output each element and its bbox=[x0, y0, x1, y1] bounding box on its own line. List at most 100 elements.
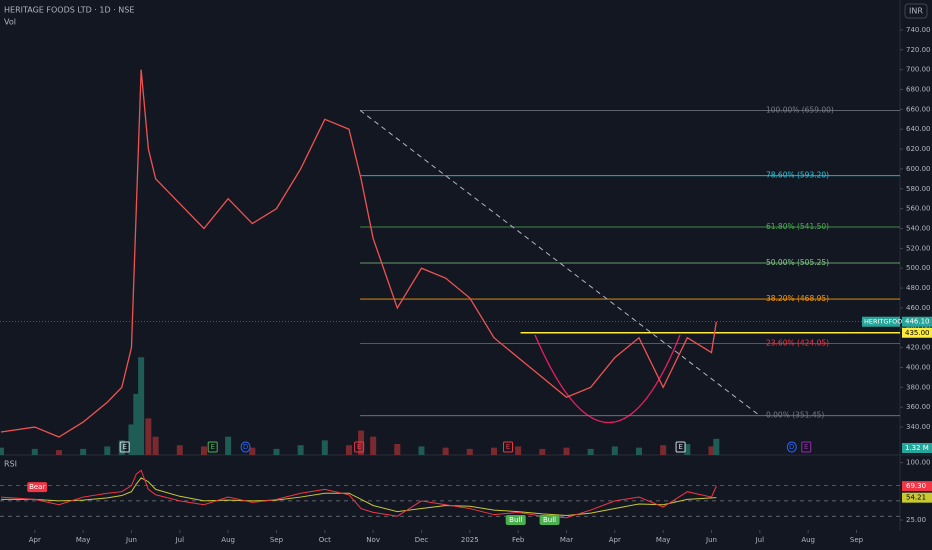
event-marker bbox=[354, 441, 365, 453]
volume-tag bbox=[902, 443, 932, 453]
resistance-label: 435.00 bbox=[905, 329, 930, 337]
y-tick-label: 520.00 bbox=[906, 244, 931, 252]
x-tick-label: Aug bbox=[801, 536, 815, 544]
volume-bar bbox=[118, 440, 125, 455]
volume-bar bbox=[635, 447, 642, 455]
y-tick-label: 500.00 bbox=[906, 264, 931, 272]
x-tick-label: Apr bbox=[609, 536, 621, 544]
volume-last-label: 1.32 M bbox=[905, 444, 929, 452]
y-tick-label: 480.00 bbox=[906, 284, 931, 292]
y-tick-label: 600.00 bbox=[906, 165, 931, 173]
volume-bar bbox=[490, 447, 497, 455]
x-tick-label: Jun bbox=[705, 536, 717, 544]
x-tick-label: Aug bbox=[221, 536, 235, 544]
signal-label: Bull bbox=[543, 516, 556, 524]
volume-bar bbox=[587, 448, 594, 455]
volume-bar bbox=[321, 440, 328, 455]
volume-bar bbox=[345, 445, 352, 455]
rsi-line bbox=[0, 469, 717, 519]
y-tick-label: 560.00 bbox=[906, 205, 931, 213]
event-label: D bbox=[789, 443, 794, 451]
trendline bbox=[359, 109, 761, 417]
signal-label: Bear bbox=[29, 483, 45, 491]
fib-label: 23.60% (424.05) bbox=[766, 339, 829, 348]
last-price-label: 446.10 bbox=[905, 318, 930, 326]
volume-label: Vol bbox=[4, 18, 16, 27]
symbol-label: HERITGFOOD bbox=[864, 318, 907, 326]
x-tick-label: 2025 bbox=[461, 536, 479, 544]
y-tick-label: 660.00 bbox=[906, 105, 931, 113]
signal-label: Bull bbox=[509, 516, 522, 524]
y-tick-label: 380.00 bbox=[906, 383, 931, 391]
event-label: E bbox=[678, 443, 682, 451]
rsi-ma-line bbox=[0, 477, 717, 516]
symbol-tag bbox=[862, 316, 900, 327]
x-tick-label: Oct bbox=[319, 536, 331, 544]
last-price-tag bbox=[902, 316, 932, 327]
volume-bar bbox=[515, 446, 522, 455]
fib-label: 78.60% (593.20) bbox=[766, 171, 829, 180]
fib-label: 50.00% (505.25) bbox=[766, 258, 829, 267]
y-tick-label: 420.00 bbox=[906, 344, 931, 352]
volume-bar bbox=[128, 424, 135, 455]
event-label: E bbox=[357, 443, 361, 451]
y-tick-label: 460.00 bbox=[906, 304, 931, 312]
resistance-tag bbox=[902, 327, 932, 338]
volume-bar bbox=[713, 438, 720, 455]
volume-bar bbox=[200, 446, 207, 455]
y-tick-label: 720.00 bbox=[906, 46, 931, 54]
signal-marker bbox=[505, 515, 526, 526]
volume-bar bbox=[225, 436, 232, 455]
volume-bar bbox=[660, 445, 667, 455]
volume-bar bbox=[466, 448, 473, 455]
y-tick-label: 540.00 bbox=[906, 225, 931, 233]
rsi-label: RSI bbox=[4, 460, 17, 469]
x-tick-label: Mar bbox=[560, 536, 573, 544]
event-marker bbox=[240, 441, 251, 453]
volume-bar bbox=[176, 445, 183, 455]
volume-bar bbox=[152, 436, 159, 455]
x-tick-label: May bbox=[656, 536, 670, 544]
currency[interactable]: INR bbox=[909, 7, 923, 16]
volume-bar bbox=[133, 393, 140, 455]
volume-bar bbox=[297, 445, 304, 455]
y-tick-label: 680.00 bbox=[906, 86, 931, 94]
y-tick-label: 640.00 bbox=[906, 125, 931, 133]
x-tick-label: Nov bbox=[366, 536, 380, 544]
volume-bar bbox=[249, 447, 256, 455]
event-label: E bbox=[210, 443, 214, 451]
rsi-last-label: 69.30 bbox=[906, 482, 926, 490]
volume-bar bbox=[104, 446, 111, 455]
y-tick-label: 360.00 bbox=[906, 403, 931, 411]
currency-button[interactable] bbox=[904, 3, 928, 19]
volume-bar bbox=[563, 447, 570, 455]
y-tick-label: 700.00 bbox=[906, 66, 931, 74]
x-tick-label: Apr bbox=[29, 536, 41, 544]
volume-bar bbox=[31, 448, 38, 455]
fib-label: 38.20% (468.95) bbox=[766, 294, 829, 303]
volume-bar bbox=[55, 450, 62, 455]
event-marker bbox=[786, 441, 797, 453]
y-tick-label: 580.00 bbox=[906, 185, 931, 193]
volume-bar bbox=[80, 448, 87, 455]
y-tick-label: 340.00 bbox=[906, 423, 931, 431]
x-tick-label: May bbox=[76, 536, 90, 544]
volume-bar bbox=[370, 436, 377, 455]
event-marker bbox=[675, 441, 686, 453]
fib-label: 61.80% (541.50) bbox=[766, 222, 829, 231]
fib-label: 0.00% (351.45) bbox=[766, 411, 824, 420]
event-label: E bbox=[506, 443, 510, 451]
event-marker bbox=[119, 441, 130, 453]
event-label: E bbox=[804, 443, 808, 451]
cup-pattern bbox=[534, 334, 681, 424]
volume-bar bbox=[0, 447, 4, 455]
y-tick-label: 620.00 bbox=[906, 145, 931, 153]
rsi-ma-last-tag bbox=[902, 492, 932, 503]
x-tick-label: Jun bbox=[125, 536, 137, 544]
rsi-ma-last-label: 54.21 bbox=[906, 494, 926, 502]
volume-bar bbox=[145, 418, 152, 455]
volume-bar bbox=[539, 448, 546, 455]
x-tick-label: Sep bbox=[270, 536, 284, 544]
